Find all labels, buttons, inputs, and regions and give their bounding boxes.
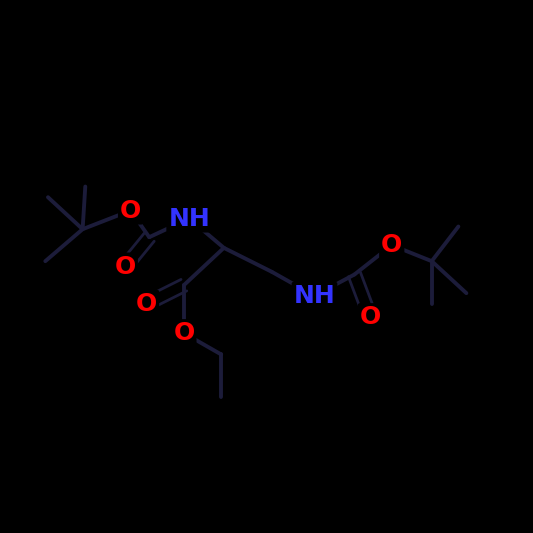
Text: O: O bbox=[360, 305, 381, 329]
Text: O: O bbox=[381, 233, 402, 257]
Text: NH: NH bbox=[168, 206, 210, 231]
Text: NH: NH bbox=[294, 284, 335, 308]
Text: O: O bbox=[173, 321, 195, 345]
Text: O: O bbox=[115, 254, 136, 279]
Text: O: O bbox=[136, 292, 157, 316]
Text: O: O bbox=[120, 198, 141, 223]
